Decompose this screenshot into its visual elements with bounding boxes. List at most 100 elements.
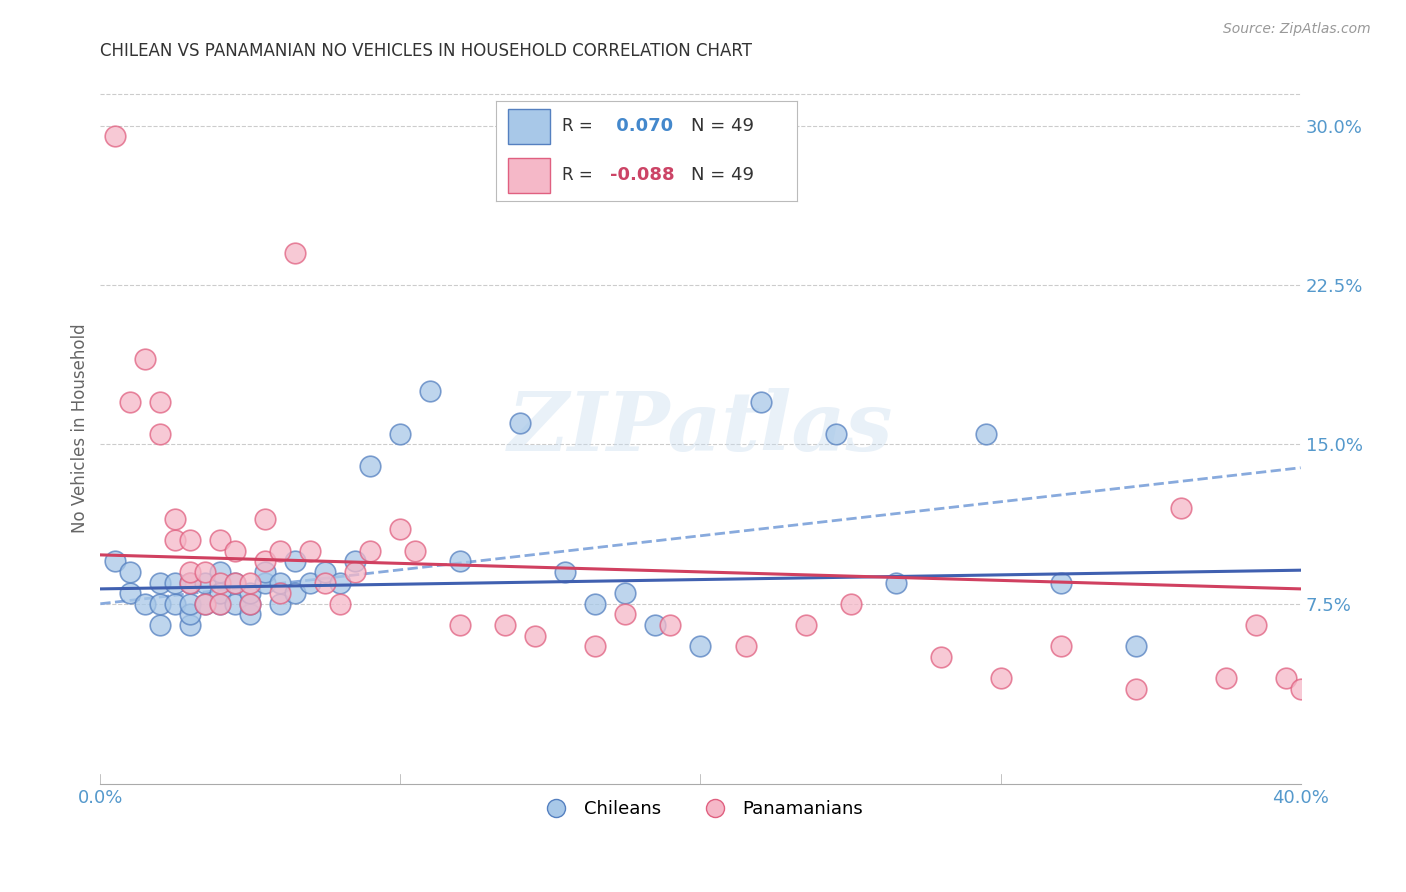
Point	[284, 554, 307, 568]
Point	[194, 597, 217, 611]
Point	[239, 597, 262, 611]
Point	[524, 629, 547, 643]
Point	[254, 554, 277, 568]
Point	[929, 649, 952, 664]
Point	[1125, 681, 1147, 696]
Point	[314, 575, 336, 590]
Point	[494, 618, 516, 632]
Point	[1170, 501, 1192, 516]
Point	[344, 554, 367, 568]
Text: CHILEAN VS PANAMANIAN NO VEHICLES IN HOUSEHOLD CORRELATION CHART: CHILEAN VS PANAMANIAN NO VEHICLES IN HOU…	[100, 42, 752, 60]
Point	[254, 565, 277, 579]
Point	[224, 543, 246, 558]
Point	[165, 575, 187, 590]
Point	[689, 640, 711, 654]
Point	[179, 618, 201, 632]
Legend: Chileans, Panamanians: Chileans, Panamanians	[531, 793, 870, 825]
Point	[179, 575, 201, 590]
Point	[419, 384, 441, 399]
Point	[269, 543, 291, 558]
Point	[734, 640, 756, 654]
Point	[254, 575, 277, 590]
Point	[314, 565, 336, 579]
Point	[165, 512, 187, 526]
Point	[884, 575, 907, 590]
Point	[585, 597, 607, 611]
Point	[209, 533, 232, 547]
Point	[299, 543, 322, 558]
Point	[149, 426, 172, 441]
Point	[824, 426, 846, 441]
Point	[165, 597, 187, 611]
Point	[509, 416, 531, 430]
Point	[149, 597, 172, 611]
Point	[449, 618, 471, 632]
Point	[839, 597, 862, 611]
Point	[209, 565, 232, 579]
Point	[990, 671, 1012, 685]
Point	[179, 565, 201, 579]
Point	[194, 565, 217, 579]
Point	[239, 597, 262, 611]
Point	[224, 575, 246, 590]
Point	[179, 575, 201, 590]
Point	[299, 575, 322, 590]
Point	[1289, 681, 1312, 696]
Point	[614, 607, 637, 622]
Point	[165, 533, 187, 547]
Point	[179, 533, 201, 547]
Point	[120, 395, 142, 409]
Point	[179, 597, 201, 611]
Point	[644, 618, 666, 632]
Point	[134, 352, 156, 367]
Point	[104, 129, 127, 144]
Point	[120, 586, 142, 600]
Point	[284, 246, 307, 260]
Point	[134, 597, 156, 611]
Point	[239, 586, 262, 600]
Text: ZIPatlas: ZIPatlas	[508, 388, 893, 468]
Point	[1215, 671, 1237, 685]
Point	[149, 575, 172, 590]
Point	[614, 586, 637, 600]
Point	[1274, 671, 1296, 685]
Point	[239, 607, 262, 622]
Point	[659, 618, 682, 632]
Point	[224, 575, 246, 590]
Point	[1244, 618, 1267, 632]
Point	[209, 597, 232, 611]
Point	[554, 565, 576, 579]
Point	[359, 458, 381, 473]
Point	[179, 607, 201, 622]
Point	[449, 554, 471, 568]
Point	[239, 575, 262, 590]
Point	[389, 522, 412, 536]
Point	[284, 586, 307, 600]
Point	[104, 554, 127, 568]
Point	[329, 575, 352, 590]
Y-axis label: No Vehicles in Household: No Vehicles in Household	[72, 324, 89, 533]
Point	[1125, 640, 1147, 654]
Point	[749, 395, 772, 409]
Point	[254, 512, 277, 526]
Point	[194, 597, 217, 611]
Point	[224, 597, 246, 611]
Point	[404, 543, 426, 558]
Point	[389, 426, 412, 441]
Point	[209, 575, 232, 590]
Point	[1049, 575, 1071, 590]
Point	[149, 395, 172, 409]
Point	[269, 597, 291, 611]
Point	[344, 565, 367, 579]
Point	[1049, 640, 1071, 654]
Point	[794, 618, 817, 632]
Point	[329, 597, 352, 611]
Point	[974, 426, 997, 441]
Point	[359, 543, 381, 558]
Point	[269, 575, 291, 590]
Point	[120, 565, 142, 579]
Point	[585, 640, 607, 654]
Point	[209, 586, 232, 600]
Point	[269, 586, 291, 600]
Point	[194, 575, 217, 590]
